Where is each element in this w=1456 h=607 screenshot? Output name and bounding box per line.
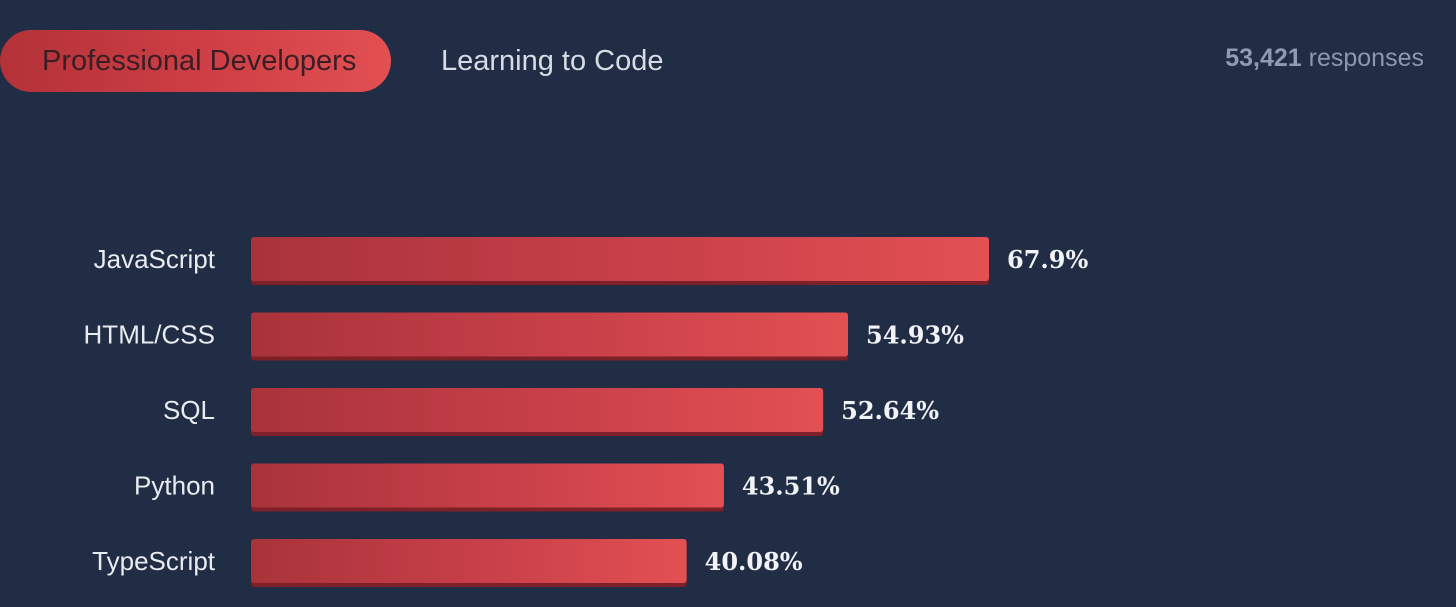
category-label-4: TypeScript: [92, 546, 216, 576]
bar-1: [251, 312, 849, 357]
bar-2: [251, 388, 824, 432]
bar-4: [251, 539, 687, 583]
responses-label: responses: [1308, 44, 1424, 72]
value-label-2: 52.64%: [841, 396, 939, 425]
tab-learning-to-code-label: Learning to Code: [441, 44, 664, 77]
category-label-0: JavaScript: [94, 244, 216, 274]
bar-3: [251, 463, 724, 508]
value-label-1: 54.93%: [866, 321, 964, 350]
value-label-4: 40.08%: [705, 547, 803, 576]
category-label-1: HTML/CSS: [84, 320, 215, 350]
bars-group: JavaScript 67.9% HTML/CSS 54.93% SQL 52.64% Py…: [84, 237, 1088, 587]
bar-0: [251, 237, 989, 281]
tab-learning-to-code[interactable]: Learning to Code: [391, 30, 664, 92]
tab-professional-developers-label: Professional Developers: [42, 44, 357, 77]
responses-number: 53,421: [1225, 44, 1302, 72]
category-label-3: Python: [134, 471, 215, 501]
value-label-0: 67.9%: [1007, 245, 1088, 274]
category-label-2: SQL: [163, 395, 215, 425]
responses-count: 53,421 responses: [1225, 44, 1424, 73]
value-label-3: 43.51%: [742, 472, 840, 501]
tab-professional-developers[interactable]: Professional Developers: [0, 30, 391, 92]
respondent-tabs: Professional Developers Learning to Code: [0, 30, 664, 92]
